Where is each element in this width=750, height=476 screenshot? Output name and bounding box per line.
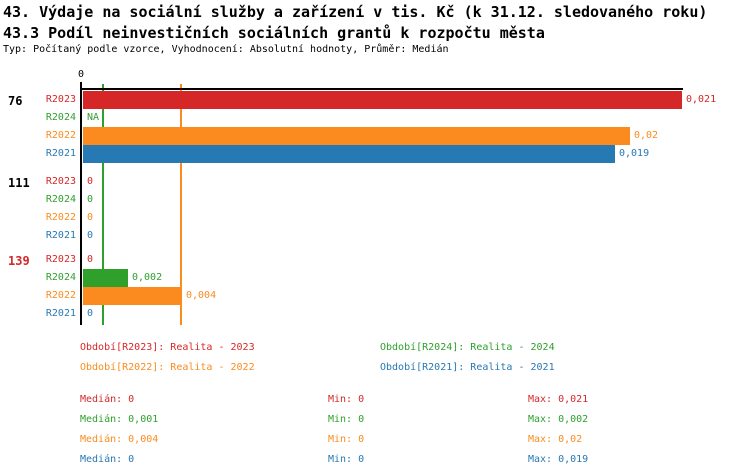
stat-min-r2023: Min: 0: [328, 394, 365, 405]
page-subtitle: 43.3 Podíl neinvestičních sociálních gra…: [3, 24, 545, 42]
bar-r2024: [83, 269, 128, 287]
bar-row: R2021 0,019: [0, 145, 750, 163]
value-label: 0,021: [686, 94, 717, 105]
series-label: R2023: [45, 94, 76, 105]
value-label: 0,02: [634, 130, 659, 141]
group-label: 111: [8, 176, 30, 190]
bar-group-76: 76 R2023 0,021 R2024 NA R2022 0,02 R2021…: [0, 91, 750, 163]
series-label: R2024: [45, 272, 76, 283]
stat-median-r2024: Medián: 0,001: [80, 414, 159, 425]
stat-min-r2021: Min: 0: [328, 454, 365, 465]
stat-min-r2022: Min: 0: [328, 434, 365, 445]
page-title: 43. Výdaje na sociální služby a zařízení…: [3, 3, 708, 21]
value-label: NA: [87, 112, 100, 123]
stat-max-r2021: Max: 0,019: [528, 454, 589, 465]
stat-median-r2023: Medián: 0: [80, 394, 135, 405]
bar-row: R2022 0: [0, 209, 750, 227]
plot-area: 0 76 R2023 0,021 R2024 NA R2022 0,02 R20…: [0, 69, 750, 325]
bar-r2022: [83, 287, 182, 305]
x-axis-line: [81, 88, 683, 90]
series-label: R2022: [45, 212, 76, 223]
value-label: 0,002: [132, 272, 163, 283]
bar-group-139: 139 R2023 0 R2024 0,002 R2022 0,004 R202…: [0, 251, 750, 323]
median-gridline-r2024: [102, 84, 104, 325]
x-axis-zero-tick-label: 0: [77, 69, 85, 80]
bar-row: R2024 NA: [0, 109, 750, 127]
series-label: R2021: [45, 308, 76, 319]
value-label: 0: [87, 308, 94, 319]
group-label: 139: [8, 254, 30, 268]
bar-row: R2023 0: [0, 251, 750, 269]
bar-r2023: [83, 91, 682, 109]
bar-row: R2021 0: [0, 227, 750, 245]
stat-median-r2022: Medián: 0,004: [80, 434, 159, 445]
stat-min-r2024: Min: 0: [328, 414, 365, 425]
value-label: 0: [87, 194, 94, 205]
bar-row: R2022 0,004: [0, 287, 750, 305]
value-label: 0: [87, 254, 94, 265]
series-label: R2023: [45, 254, 76, 265]
value-label: 0,019: [619, 148, 650, 159]
value-label: 0: [87, 176, 94, 187]
series-label: R2022: [45, 130, 76, 141]
stat-max-r2023: Max: 0,021: [528, 394, 589, 405]
chart-meta-info: Typ: Počítaný podle vzorce, Vyhodnocení:…: [3, 44, 449, 55]
stat-median-r2021: Medián: 0: [80, 454, 135, 465]
value-label: 0: [87, 230, 94, 241]
median-gridline-r2022: [180, 84, 182, 325]
bar-row: R2021 0: [0, 305, 750, 323]
group-label: 76: [8, 94, 23, 108]
legend-item-r2024: Období[R2024]: Realita - 2024: [380, 342, 555, 353]
bar-row: R2023 0,021: [0, 91, 750, 109]
series-label: R2022: [45, 290, 76, 301]
bar-r2022: [83, 127, 630, 145]
y-axis-line: [80, 82, 82, 325]
bar-row: R2022 0,02: [0, 127, 750, 145]
legend-item-r2021: Období[R2021]: Realita - 2021: [380, 362, 555, 373]
series-label: R2024: [45, 112, 76, 123]
series-label: R2024: [45, 194, 76, 205]
bar-r2021: [83, 145, 615, 163]
legend-item-r2022: Období[R2022]: Realita - 2022: [80, 362, 255, 373]
bar-row: R2023 0: [0, 173, 750, 191]
series-label: R2023: [45, 176, 76, 187]
value-label: 0,004: [186, 290, 217, 301]
legend-item-r2023: Období[R2023]: Realita - 2023: [80, 342, 255, 353]
value-label: 0: [87, 212, 94, 223]
series-label: R2021: [45, 230, 76, 241]
bar-group-111: 111 R2023 0 R2024 0 R2022 0 R2021 0: [0, 173, 750, 245]
bar-row: R2024 0: [0, 191, 750, 209]
bar-row: R2024 0,002: [0, 269, 750, 287]
stat-max-r2022: Max: 0,02: [528, 434, 583, 445]
series-label: R2021: [45, 148, 76, 159]
stat-max-r2024: Max: 0,002: [528, 414, 589, 425]
